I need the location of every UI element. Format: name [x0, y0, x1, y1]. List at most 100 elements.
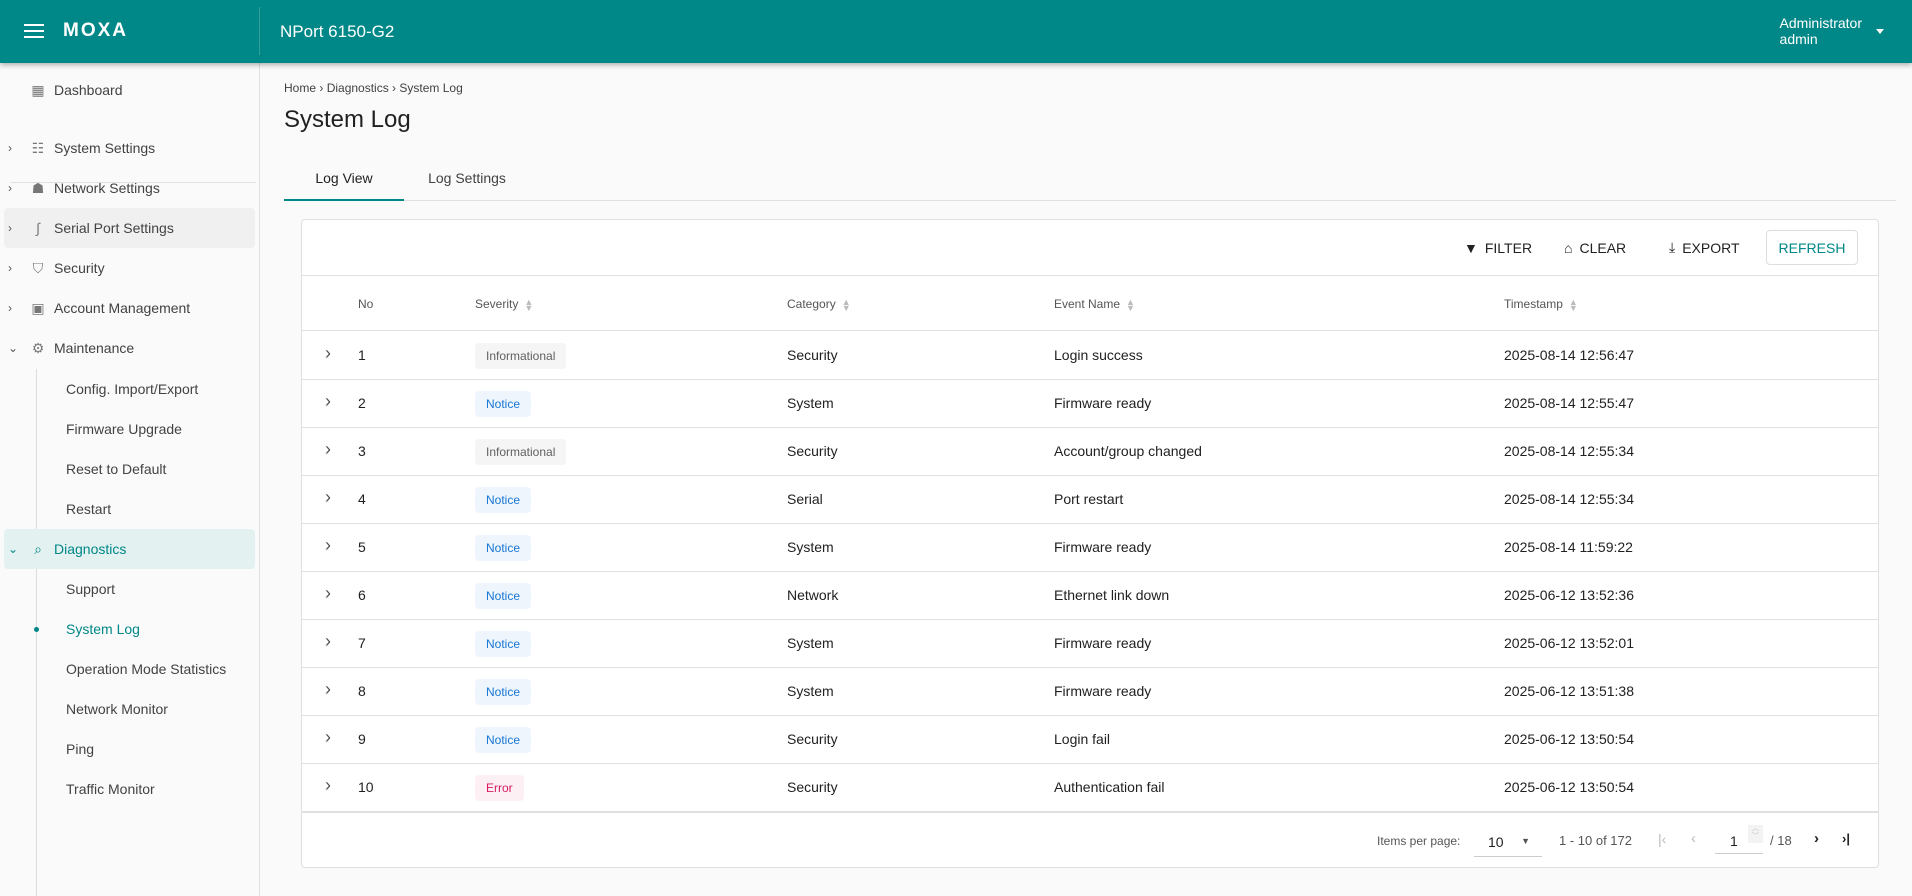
paginator: Items per page: 10 ▼ 1 - 10 of 172 |‹ ‹ 1… — [302, 812, 1878, 868]
table-row[interactable]: › 5 Notice System Firmware ready 2025-08… — [302, 524, 1878, 572]
sidebar-subitem[interactable]: System Log — [66, 621, 140, 637]
caret-down-icon[interactable] — [1876, 29, 1884, 34]
column-severity[interactable]: Severity ▲ ▼ — [475, 296, 534, 313]
column-label: Category — [787, 297, 836, 311]
cell-timestamp: 2025-06-12 13:50:54 — [1504, 731, 1634, 747]
chevron-right-icon[interactable]: › — [325, 487, 331, 507]
sidebar-subitem[interactable]: Reset to Default — [66, 461, 167, 477]
table-row[interactable]: › 2 Notice System Firmware ready 2025-08… — [302, 380, 1878, 428]
broom-icon: ⌂ — [1564, 239, 1573, 256]
sidebar: ▦ Dashboard › ☷ System Settings › ☗ Network Se… — [0, 63, 260, 896]
user-menu[interactable]: Administrator admin — [1780, 15, 1862, 47]
breadcrumb-current: System Log — [399, 81, 463, 95]
sidebar-subitem[interactable]: Traffic Monitor — [66, 781, 155, 797]
refresh-button[interactable]: REFRESH — [1766, 230, 1858, 265]
cell-no: 10 — [358, 779, 374, 795]
sidebar-item-serial-port-settings[interactable]: › ∫ Serial Port Settings — [4, 208, 255, 248]
column-event-name[interactable]: Event Name ▲ ▼ — [1054, 297, 1135, 312]
sort-icon: ▲ ▼ — [524, 296, 534, 313]
table-row[interactable]: › 1 Informational Security Login success… — [302, 332, 1878, 380]
sidebar-item-dashboard[interactable]: ▦ Dashboard — [4, 70, 255, 110]
chevron-right-icon[interactable]: › — [325, 439, 331, 459]
table-row[interactable]: › 4 Notice Serial Port restart 2025-08-1… — [302, 476, 1878, 524]
sidebar-subitem[interactable]: Firmware Upgrade — [66, 421, 182, 437]
sort-icon: ▲ ▼ — [1568, 296, 1578, 313]
tab-log-settings[interactable]: Log Settings — [428, 170, 506, 186]
dashboard-icon: ▦ — [31, 82, 45, 98]
sidebar-subitem[interactable]: Config. Import/Export — [66, 381, 199, 397]
tab-bar: Log View Log Settings — [284, 160, 1896, 201]
chevron-right-icon: › — [8, 301, 12, 315]
cell-timestamp: 2025-06-12 13:52:36 — [1504, 587, 1634, 603]
table-row[interactable]: › 7 Notice System Firmware ready 2025-06… — [302, 620, 1878, 668]
prev-page-icon[interactable]: ‹ — [1691, 830, 1696, 847]
sidebar-subitem[interactable]: Network Monitor — [66, 701, 168, 717]
cell-timestamp: 2025-06-12 13:52:01 — [1504, 635, 1634, 651]
sidebar-item-system-settings[interactable]: › ☷ System Settings — [4, 128, 255, 168]
severity-badge: Notice — [475, 487, 532, 513]
table-row[interactable]: › 3 Informational Security Account/group… — [302, 428, 1878, 476]
cell-no: 8 — [358, 683, 366, 699]
last-page-icon[interactable]: ›| — [1842, 831, 1850, 846]
next-page-icon[interactable]: › — [1814, 830, 1819, 847]
sidebar-subitem[interactable]: Restart — [66, 501, 112, 517]
sidebar-item-security[interactable]: › ⛉ Security — [4, 248, 255, 288]
items-per-page-select[interactable]: 10 ▼ — [1474, 825, 1542, 857]
column-timestamp[interactable]: Timestamp ▲ ▼ — [1504, 296, 1578, 313]
severity-badge: Informational — [475, 343, 567, 369]
table-row[interactable]: › 6 Notice Network Ethernet link down 20… — [302, 572, 1878, 620]
filter-button[interactable]: ▼ FILTER — [1464, 220, 1532, 275]
caret-down-icon: ▼ — [1521, 836, 1530, 846]
sidebar-item-label: Account Management — [54, 300, 191, 316]
table-row[interactable]: › 8 Notice System Firmware ready 2025-06… — [302, 668, 1878, 716]
user-role: Administrator — [1779, 15, 1862, 31]
column-label: Severity — [475, 297, 519, 311]
chevron-right-icon[interactable]: › — [325, 535, 331, 555]
chevron-right-icon[interactable]: › — [325, 583, 331, 603]
table-row[interactable]: › 10 Error Security Authentication fail … — [302, 764, 1878, 812]
chevron-right-icon[interactable]: › — [325, 727, 331, 747]
device-name: NPort 6150-G2 — [280, 22, 395, 41]
cell-timestamp: 2025-08-14 12:55:34 — [1504, 443, 1634, 459]
page-input[interactable]: 1 ︿ ﹀ — [1715, 825, 1763, 854]
export-label: EXPORT — [1682, 239, 1740, 256]
cell-timestamp: 2025-08-14 12:56:47 — [1504, 347, 1634, 363]
cell-event-name: Login fail — [1054, 731, 1111, 747]
sidebar-item-network-settings[interactable]: › ☗ Network Settings — [4, 168, 255, 208]
breadcrumb-home[interactable]: Home — [284, 81, 317, 95]
sidebar-item-diagnostics[interactable]: ⌄ ⌕ Diagnostics — [4, 529, 255, 569]
clear-button[interactable]: ⌂ CLEAR — [1564, 220, 1626, 275]
stepper-icon[interactable]: ︿ ﹀ — [1748, 825, 1763, 843]
download-icon: ⤓ — [1669, 239, 1676, 255]
cell-timestamp: 2025-08-14 12:55:47 — [1504, 395, 1634, 411]
breadcrumb-diagnostics[interactable]: Diagnostics — [326, 81, 389, 95]
chevron-right-icon: › — [8, 261, 12, 275]
sidebar-subitem[interactable]: Operation Mode Statistics — [66, 661, 227, 677]
tab-log-view[interactable]: Log View — [284, 160, 404, 201]
chevron-right-icon[interactable]: › — [325, 775, 331, 795]
sidebar-item-label: Dashboard — [54, 82, 123, 98]
severity-badge: Notice — [475, 391, 532, 417]
export-button[interactable]: ⤓ EXPORT — [1669, 220, 1740, 275]
chevron-right-icon[interactable]: › — [325, 391, 331, 411]
column-category[interactable]: Category ▲ ▼ — [787, 296, 851, 313]
total-pages: / 18 — [1770, 833, 1792, 848]
table-row[interactable]: › 9 Notice Security Login fail 2025-06-1… — [302, 716, 1878, 764]
chevron-right-icon[interactable]: › — [325, 679, 331, 699]
sidebar-subitem[interactable]: Support — [66, 581, 116, 597]
chevron-right-icon[interactable]: › — [325, 631, 331, 651]
cell-event-name: Firmware ready — [1054, 635, 1152, 651]
sidebar-item-account-management[interactable]: › ▣ Account Management — [4, 288, 255, 328]
first-page-icon[interactable]: |‹ — [1658, 831, 1667, 847]
cell-event-name: Firmware ready — [1054, 395, 1152, 411]
menu-icon[interactable] — [24, 20, 44, 42]
chevron-right-icon[interactable]: › — [325, 343, 331, 363]
cell-no: 5 — [358, 539, 366, 555]
sidebar-item-maintenance[interactable]: ⌄ ⚙ Maintenance — [4, 328, 255, 368]
cell-no: 2 — [358, 395, 366, 411]
cell-no: 1 — [358, 347, 366, 363]
sort-icon: ▲ ▼ — [841, 296, 851, 313]
cell-no: 7 — [358, 635, 366, 651]
sidebar-subitem[interactable]: Ping — [66, 741, 95, 757]
breadcrumb: Home › Diagnostics › System Log — [284, 81, 463, 95]
